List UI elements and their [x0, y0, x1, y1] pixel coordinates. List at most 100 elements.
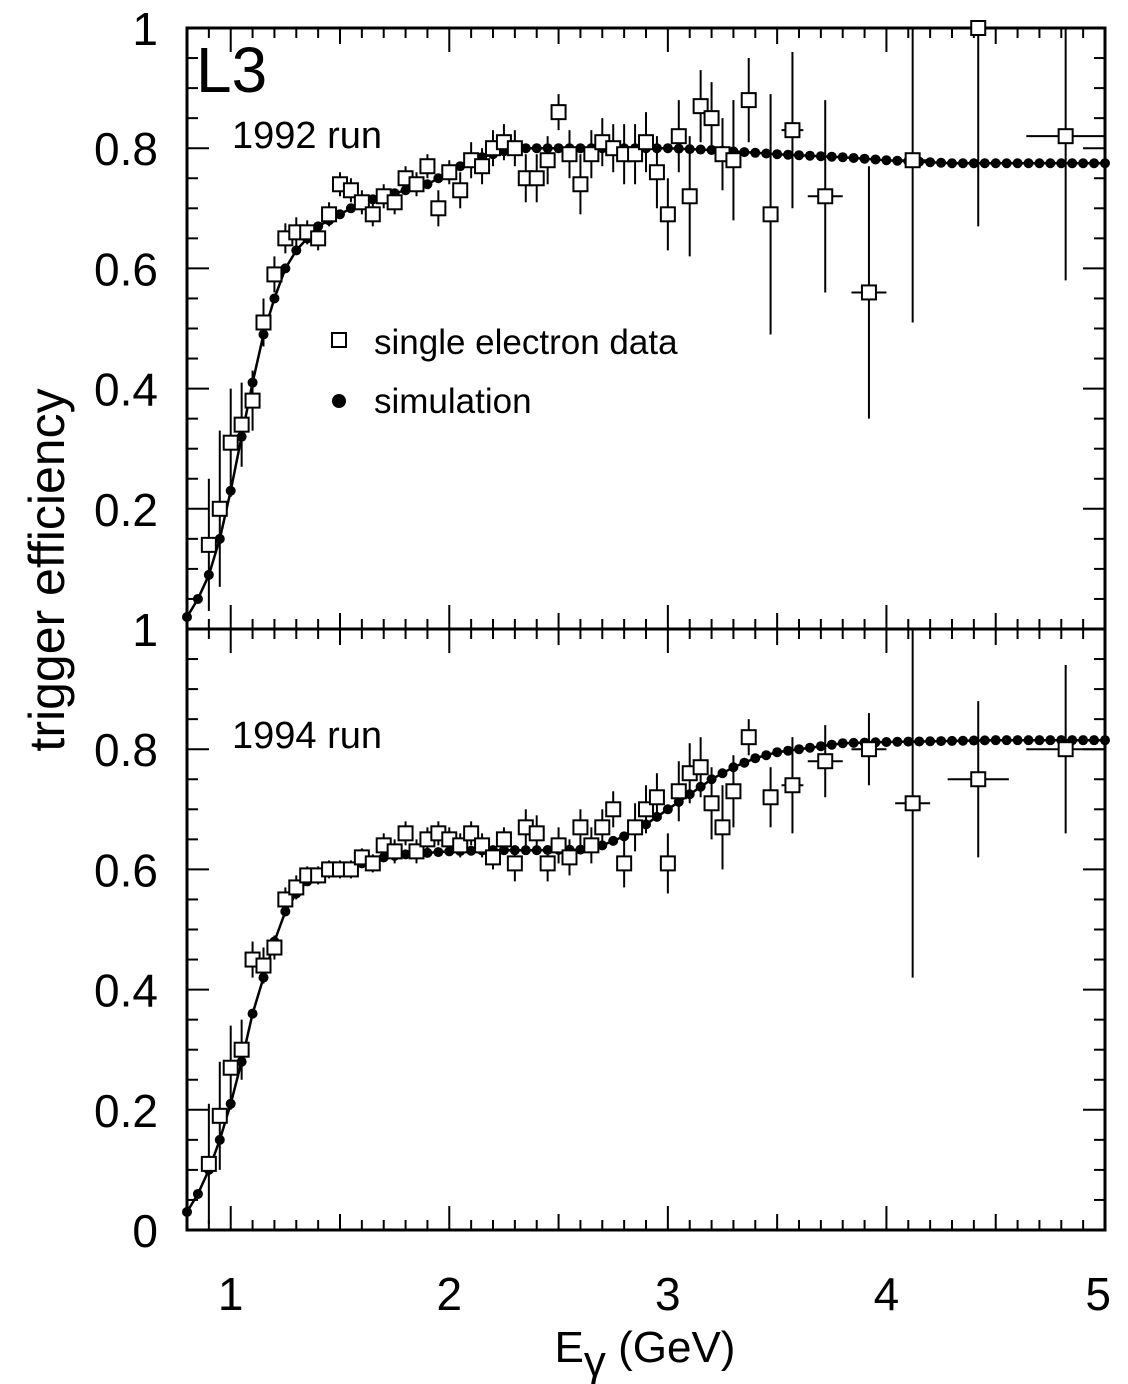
data-marker: [528, 170, 545, 187]
data-marker: [1057, 128, 1074, 145]
bottom-data-series: [200, 629, 1105, 1224]
data-marker: [550, 104, 567, 121]
simulation-point: [739, 147, 750, 158]
data-marker: [860, 284, 877, 301]
simulation-point: [750, 753, 761, 764]
simulation-point: [979, 158, 990, 169]
y-tick-label: 0.4: [94, 364, 158, 416]
data-point: [441, 160, 458, 185]
y-tick-label: 1: [132, 3, 158, 55]
top-axis-ticks: [186, 27, 1106, 630]
simulation-point: [247, 1008, 258, 1019]
data-point: [485, 845, 501, 870]
simulation-point: [575, 143, 586, 154]
simulation-point: [433, 847, 444, 858]
simulation-point: [826, 151, 837, 162]
data-point: [740, 58, 757, 143]
x-tick-label: 4: [874, 1268, 900, 1320]
data-point: [408, 839, 425, 864]
simulation-point: [1034, 158, 1045, 169]
simulation-point: [717, 768, 728, 779]
data-marker: [648, 789, 665, 806]
simulation-point: [815, 741, 826, 752]
simulation-point: [619, 831, 630, 842]
data-point: [539, 845, 556, 882]
y-tick-label: 1: [132, 604, 158, 656]
simulation-point: [1078, 735, 1089, 746]
data-marker: [725, 783, 742, 800]
data-point: [1026, 28, 1105, 281]
data-marker: [528, 825, 545, 842]
data-marker: [740, 92, 757, 109]
data-point: [386, 839, 403, 864]
simulation-point: [957, 735, 968, 746]
data-marker: [495, 831, 512, 848]
simulation-point: [750, 147, 761, 158]
data-marker: [817, 753, 834, 770]
x-axis-label-unit: (GeV): [606, 1323, 736, 1372]
legend-data-label: single electron data: [374, 323, 678, 362]
data-marker: [762, 206, 779, 223]
data-marker: [485, 849, 501, 866]
data-point: [714, 785, 731, 870]
data-marker: [681, 188, 698, 205]
simulation-point: [859, 153, 870, 164]
simulation-point: [815, 151, 826, 162]
top-y-tick-labels: 1 0.8 0.6 0.4 0.2 1: [94, 3, 158, 656]
data-point: [725, 100, 742, 221]
simulation-point: [772, 149, 783, 160]
data-point: [895, 629, 931, 978]
data-point: [572, 809, 589, 846]
data-marker: [408, 843, 425, 860]
simulation-point: [695, 144, 706, 155]
data-point: [627, 803, 644, 852]
bottom-y-tick-labels: 1 0.8 0.6 0.4 0.2 0: [94, 604, 158, 1257]
simulation-point: [783, 745, 794, 756]
simulation-point: [1089, 158, 1100, 169]
simulation-point: [848, 737, 859, 748]
simulation-point: [1045, 735, 1056, 746]
data-point: [703, 767, 720, 840]
data-point: [648, 773, 665, 822]
simulation-point: [837, 738, 848, 749]
data-point: [342, 178, 359, 203]
data-point: [659, 178, 676, 251]
simulation-point: [990, 158, 1001, 169]
data-marker: [310, 230, 327, 247]
data-marker: [200, 1155, 217, 1172]
data-marker: [860, 741, 877, 758]
simulation-point: [1100, 735, 1110, 746]
data-point: [255, 298, 272, 347]
data-marker: [572, 819, 589, 836]
data-point: [353, 190, 370, 215]
simulation-point: [433, 173, 444, 184]
data-point: [244, 941, 261, 978]
data-point: [364, 854, 381, 873]
data-marker: [452, 837, 469, 854]
simulation-point: [1034, 735, 1045, 746]
data-marker: [670, 783, 687, 800]
data-point: [594, 809, 611, 846]
data-point: [474, 148, 491, 185]
simulation-point: [947, 158, 957, 169]
data-point: [222, 388, 239, 497]
legend-simulation-label: simulation: [374, 382, 532, 421]
data-marker: [244, 392, 261, 409]
y-tick-label: 0.8: [94, 724, 158, 776]
simulation-point: [794, 744, 804, 755]
data-point: [627, 124, 644, 185]
simulation-point: [772, 747, 783, 758]
x-tick-label: 3: [655, 1268, 681, 1320]
data-marker: [222, 1059, 239, 1076]
legend-simulation-marker: [332, 394, 346, 408]
simulation-point: [990, 735, 1001, 746]
data-point: [539, 136, 556, 185]
data-point: [222, 1025, 239, 1110]
data-marker: [583, 837, 600, 854]
simulation-point: [367, 194, 378, 205]
data-point: [233, 382, 250, 467]
data-marker: [233, 416, 250, 433]
data-point: [495, 827, 512, 852]
simulation-point: [761, 148, 772, 159]
